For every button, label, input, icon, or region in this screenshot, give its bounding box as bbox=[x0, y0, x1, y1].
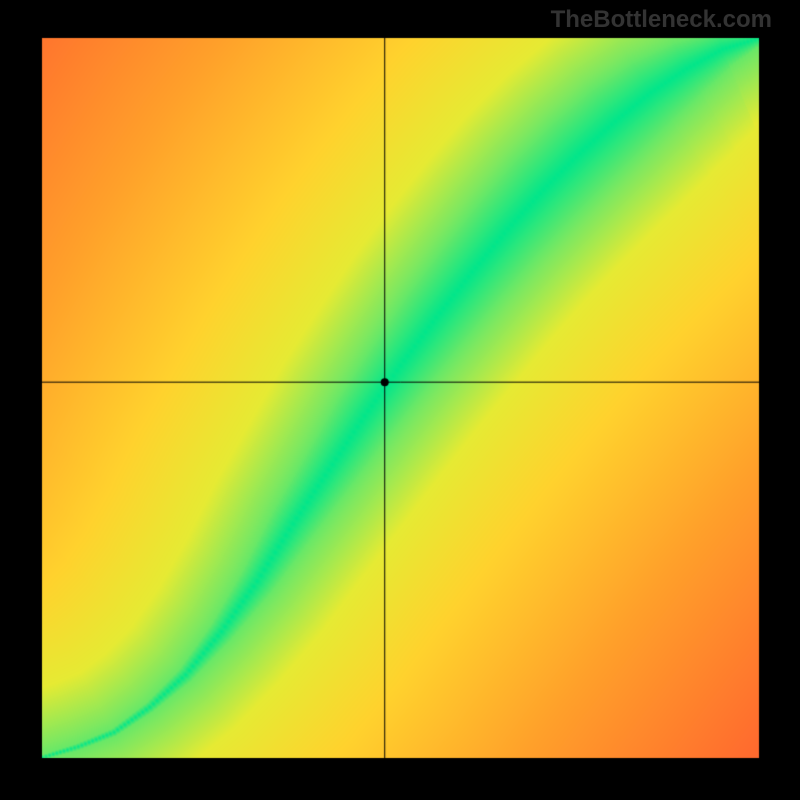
watermark-text: TheBottleneck.com bbox=[551, 6, 772, 34]
bottleneck-heatmap bbox=[0, 0, 800, 800]
